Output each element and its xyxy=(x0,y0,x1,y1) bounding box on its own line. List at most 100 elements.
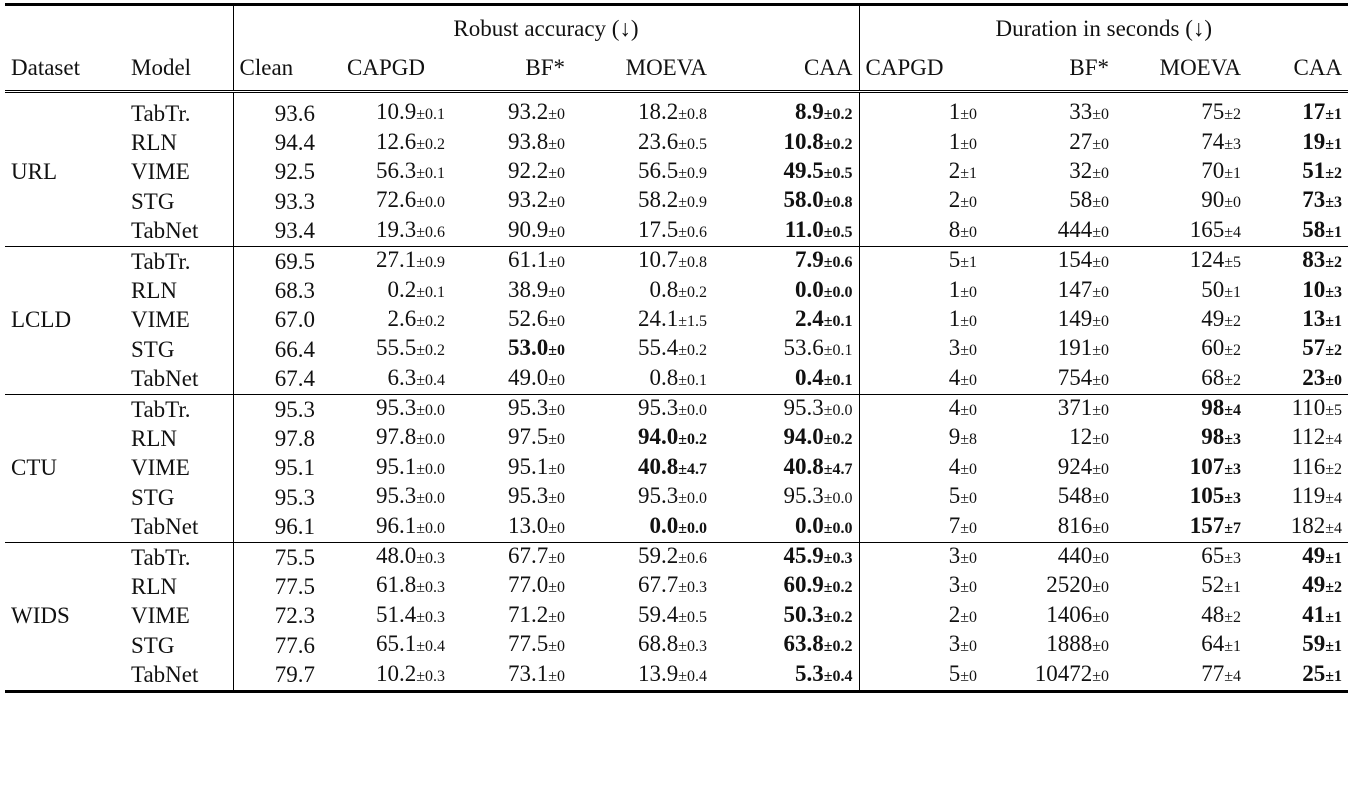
value-cell: 83±2 xyxy=(1247,245,1349,277)
value-cell: 3±0 xyxy=(859,541,983,573)
clean-cell: 93.4 xyxy=(274,218,315,244)
std-value: ±0 xyxy=(548,638,565,656)
std-value: ±0.3 xyxy=(416,579,445,597)
value-cell: 48±2 xyxy=(1115,602,1247,631)
std-value: ±0.2 xyxy=(416,342,445,360)
value-cell: 95.3±0 xyxy=(451,393,571,425)
robust-col-header: CAA xyxy=(713,46,860,92)
std-value: ±4 xyxy=(1224,223,1241,241)
mean-value: 4 xyxy=(948,453,961,479)
value-cell: 97.5±0 xyxy=(451,424,571,453)
mean-value: 95.3 xyxy=(375,483,417,509)
value-cell: 9±8 xyxy=(859,424,983,453)
value-cell: 154±0 xyxy=(983,245,1115,277)
std-value: ±3 xyxy=(1325,283,1343,301)
std-value: ±1 xyxy=(1325,223,1343,241)
std-value: ±1 xyxy=(1325,667,1343,685)
table-row: LCLD VIME 67.0 2.6±0.2 52.6±0 24.1±1.5 2.4±0.1… xyxy=(5,305,1348,336)
std-value: ±0.8 xyxy=(678,106,707,124)
mean-value: 55.4 xyxy=(637,335,679,361)
std-value: ±0 xyxy=(1092,283,1109,301)
robust-col-header: BF* xyxy=(525,55,565,80)
std-value: ±3 xyxy=(1224,135,1241,153)
std-value: ±0 xyxy=(548,579,565,597)
value-cell: 51±2 xyxy=(1247,158,1348,187)
model-cell: TabNet xyxy=(125,660,234,693)
std-value: ±0.8 xyxy=(823,194,853,212)
mean-value: 71.2 xyxy=(507,601,549,627)
std-value: ±0.3 xyxy=(678,638,707,656)
mean-value: 55.5 xyxy=(375,335,417,361)
mean-value: 97.8 xyxy=(375,424,417,450)
value-cell: 10±3 xyxy=(1247,276,1348,305)
table-row: RLN 77.5 61.8±0.3 77.0±0 67.7±0.3 60.9±0.2 3±0… xyxy=(5,572,1348,602)
mean-value: 6.3 xyxy=(387,364,417,390)
value-cell: 55.5±0.2 xyxy=(321,335,451,364)
value-cell: 73.1±0 xyxy=(451,660,571,693)
mean-value: 59 xyxy=(1302,631,1326,657)
mean-value: 112 xyxy=(1291,424,1326,450)
value-cell: 6.3±0.4 xyxy=(321,365,451,395)
mean-value: 10 xyxy=(1302,276,1326,302)
mean-value: 2 xyxy=(948,601,961,627)
std-value: ±0 xyxy=(1092,312,1109,330)
value-cell: 74±3 xyxy=(1115,128,1247,157)
mean-value: 95.3 xyxy=(507,395,549,421)
std-value: ±0 xyxy=(960,638,977,656)
std-value: ±0 xyxy=(1092,342,1109,360)
mean-value: 25 xyxy=(1302,660,1326,686)
mean-value: 93.2 xyxy=(507,99,549,125)
value-cell: 94.0±0.2 xyxy=(571,424,713,453)
std-value: ±0.5 xyxy=(678,135,707,153)
mean-value: 0.2 xyxy=(387,276,417,302)
std-value: ±0 xyxy=(548,342,565,360)
mean-value: 53.0 xyxy=(507,335,549,361)
value-cell: 1406±0 xyxy=(983,602,1115,631)
value-cell: 40.8±4.7 xyxy=(571,454,713,483)
mean-value: 52 xyxy=(1201,572,1225,598)
value-cell: 67.7±0.3 xyxy=(571,572,713,601)
value-cell: 95.3±0.0 xyxy=(571,483,713,512)
value-cell: 444±0 xyxy=(983,217,1115,247)
mean-value: 45.9 xyxy=(783,543,824,569)
value-cell: 110±5 xyxy=(1247,393,1349,425)
value-cell: 95.3±0.0 xyxy=(321,393,451,425)
value-cell: 8±0 xyxy=(859,217,983,247)
mean-value: 5 xyxy=(948,247,961,273)
mean-value: 19 xyxy=(1302,128,1326,154)
mean-value: 60.9 xyxy=(783,572,824,598)
value-cell: 924±0 xyxy=(983,454,1115,483)
value-cell: 371±0 xyxy=(983,393,1115,425)
std-value: ±1 xyxy=(1325,608,1343,626)
std-value: ±0.2 xyxy=(823,579,853,597)
value-cell: 48.0±0.3 xyxy=(321,541,451,573)
clean-cell: 92.5 xyxy=(274,159,315,185)
value-cell: 149±0 xyxy=(983,306,1115,335)
mean-value: 48 xyxy=(1201,601,1225,627)
mean-value: 83 xyxy=(1302,247,1326,273)
mean-value: 51 xyxy=(1302,157,1326,183)
std-value: ±0.1 xyxy=(678,371,707,389)
value-cell: 1±0 xyxy=(859,90,983,129)
value-cell: 17.5±0.6 xyxy=(571,217,713,247)
std-value: ±0.2 xyxy=(416,312,445,330)
value-cell: 95.3±0.0 xyxy=(713,483,860,513)
value-cell: 64±1 xyxy=(1115,631,1247,660)
mean-value: 10.7 xyxy=(637,247,679,273)
std-value: ±2 xyxy=(1325,164,1343,182)
mean-value: 49.0 xyxy=(507,364,549,390)
value-cell: 4±0 xyxy=(859,393,983,425)
value-cell: 45.9±0.3 xyxy=(713,541,860,573)
std-value: ±0.3 xyxy=(678,579,707,597)
mean-value: 73.1 xyxy=(507,660,549,686)
std-value: ±0.1 xyxy=(416,106,445,124)
std-value: ±2 xyxy=(1325,342,1343,360)
std-value: ±0.3 xyxy=(416,608,445,626)
value-cell: 440±0 xyxy=(983,541,1115,573)
value-cell: 58.2±0.9 xyxy=(571,187,713,216)
mean-value: 63.8 xyxy=(783,631,824,657)
value-cell: 32±0 xyxy=(983,158,1115,187)
dataset-cell xyxy=(5,512,125,542)
table-row: URL VIME 92.5 56.3±0.1 92.2±0 56.5±0.9 49.5±0.… xyxy=(5,157,1348,188)
value-cell: 0.0±0.0 xyxy=(713,512,860,543)
